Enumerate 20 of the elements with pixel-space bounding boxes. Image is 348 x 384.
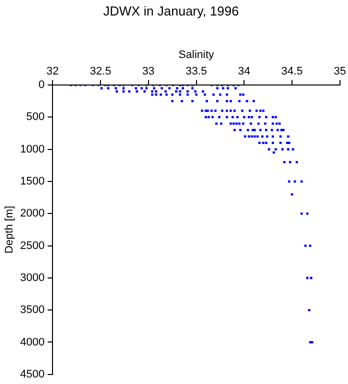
x-tick-label: 32 xyxy=(46,65,59,78)
y-tick-label: 1000 xyxy=(20,143,45,156)
chart-title: JDWX in January, 1996 xyxy=(103,3,239,18)
y-tick-label: 500 xyxy=(26,111,45,124)
y-axis-title: Depth [m] xyxy=(4,206,16,254)
y-tick-label: 4000 xyxy=(20,336,45,348)
y-tick-label: 4500 xyxy=(20,368,45,380)
x-tick-label: 33.5 xyxy=(186,65,207,78)
y-tick-label: 1500 xyxy=(20,176,45,188)
y-tick-label: 2000 xyxy=(20,208,45,220)
x-axis-title: Salinity xyxy=(178,49,214,62)
x-tick-label: 34 xyxy=(238,65,250,78)
y-tick-label: 3500 xyxy=(20,304,45,316)
x-tick-label: 35 xyxy=(334,65,346,78)
y-tick-label: 2500 xyxy=(20,240,45,252)
x-tick-label: 33 xyxy=(142,65,155,78)
y-tick-label: 3000 xyxy=(20,272,45,284)
x-tick-label: 34.5 xyxy=(281,65,303,78)
y-tick-label: 0 xyxy=(38,79,45,92)
x-tick-label: 32.5 xyxy=(90,65,112,78)
